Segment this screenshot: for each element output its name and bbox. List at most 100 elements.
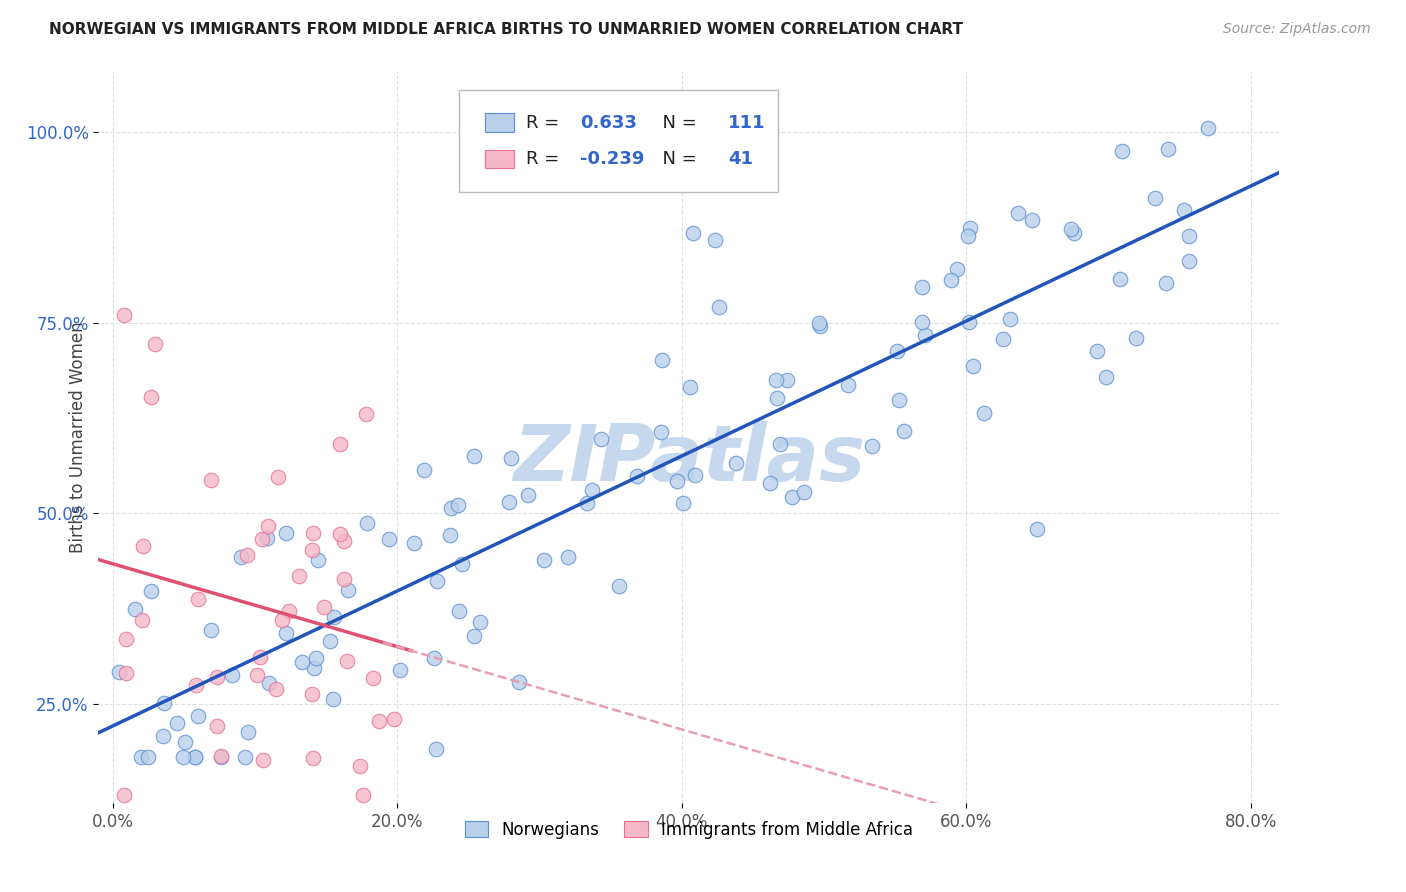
Point: [941, 273, 963, 287]
Point: [329, 527, 352, 541]
Legend: Norwegians, Immigrants from Middle Africa: Norwegians, Immigrants from Middle Afric…: [458, 814, 920, 846]
Point: [139, 584, 162, 599]
Point: [287, 568, 309, 582]
Point: [591, 433, 613, 447]
Point: [1154, 276, 1177, 290]
Point: [114, 632, 136, 646]
Point: [257, 519, 280, 533]
Point: [423, 651, 446, 665]
Point: [887, 392, 910, 407]
Point: [302, 525, 325, 540]
Point: [250, 532, 273, 546]
Bar: [485, 150, 515, 169]
Point: [384, 712, 406, 726]
Point: [349, 759, 371, 773]
Point: [998, 311, 1021, 326]
Point: [626, 468, 648, 483]
Point: [709, 301, 731, 315]
Point: [1178, 229, 1201, 244]
Point: [1085, 344, 1108, 359]
Point: [759, 475, 782, 490]
Point: [256, 532, 278, 546]
Text: Source: ZipAtlas.com: Source: ZipAtlas.com: [1223, 22, 1371, 37]
Point: [129, 750, 152, 764]
Point: [914, 328, 936, 343]
Point: [1173, 203, 1195, 218]
Point: [124, 602, 146, 616]
Point: [252, 753, 274, 767]
Point: [368, 714, 391, 728]
Point: [356, 516, 378, 531]
Bar: [485, 113, 515, 132]
Point: [301, 543, 323, 558]
Point: [236, 725, 259, 739]
Point: [1157, 142, 1180, 156]
Point: [319, 634, 342, 648]
Point: [305, 651, 328, 665]
Point: [332, 533, 354, 548]
Text: NORWEGIAN VS IMMIGRANTS FROM MIDDLE AFRICA BIRTHS TO UNMARRIED WOMEN CORRELATION: NORWEGIAN VS IMMIGRANTS FROM MIDDLE AFRI…: [49, 22, 963, 37]
Point: [323, 610, 346, 624]
Point: [450, 558, 472, 572]
Point: [911, 316, 934, 330]
Point: [463, 449, 485, 463]
Point: [962, 359, 984, 373]
Point: [277, 604, 299, 618]
Point: [1094, 370, 1116, 384]
Point: [991, 332, 1014, 346]
Point: [724, 456, 747, 470]
Point: [209, 750, 232, 764]
Point: [666, 474, 689, 488]
Point: [112, 308, 135, 322]
Point: [1063, 226, 1085, 240]
Point: [765, 373, 787, 387]
Point: [221, 668, 243, 682]
Point: [776, 373, 799, 387]
Point: [1178, 254, 1201, 268]
Point: [650, 425, 672, 439]
Point: [200, 623, 222, 637]
Point: [354, 407, 377, 421]
Point: [274, 626, 297, 640]
Point: [557, 550, 579, 565]
Point: [440, 501, 463, 516]
Point: [517, 488, 540, 502]
Text: 111: 111: [728, 113, 765, 131]
Point: [302, 751, 325, 765]
Point: [322, 692, 344, 706]
Point: [184, 750, 207, 764]
Point: [107, 665, 129, 679]
Point: [447, 498, 470, 512]
Point: [314, 600, 336, 615]
Point: [274, 525, 297, 540]
Point: [607, 579, 630, 593]
Point: [893, 424, 915, 438]
Point: [808, 318, 831, 333]
Point: [153, 696, 176, 710]
Point: [304, 661, 326, 675]
Point: [533, 553, 555, 567]
Text: -0.239: -0.239: [581, 150, 645, 168]
Point: [1197, 121, 1219, 136]
Point: [1109, 271, 1132, 285]
Point: [1144, 191, 1167, 205]
Point: [837, 378, 859, 392]
Point: [187, 709, 209, 723]
Point: [957, 228, 980, 243]
Point: [973, 406, 995, 420]
Point: [413, 463, 436, 477]
Point: [1021, 213, 1043, 227]
Point: [860, 439, 883, 453]
Point: [205, 670, 228, 684]
Point: [271, 613, 294, 627]
Point: [337, 583, 360, 598]
Text: R =: R =: [526, 113, 571, 131]
Point: [651, 353, 673, 368]
Point: [581, 483, 603, 498]
Point: [307, 553, 329, 567]
Point: [186, 678, 208, 692]
Point: [886, 343, 908, 358]
Point: [946, 261, 969, 276]
Text: R =: R =: [526, 150, 571, 168]
Point: [439, 528, 461, 542]
